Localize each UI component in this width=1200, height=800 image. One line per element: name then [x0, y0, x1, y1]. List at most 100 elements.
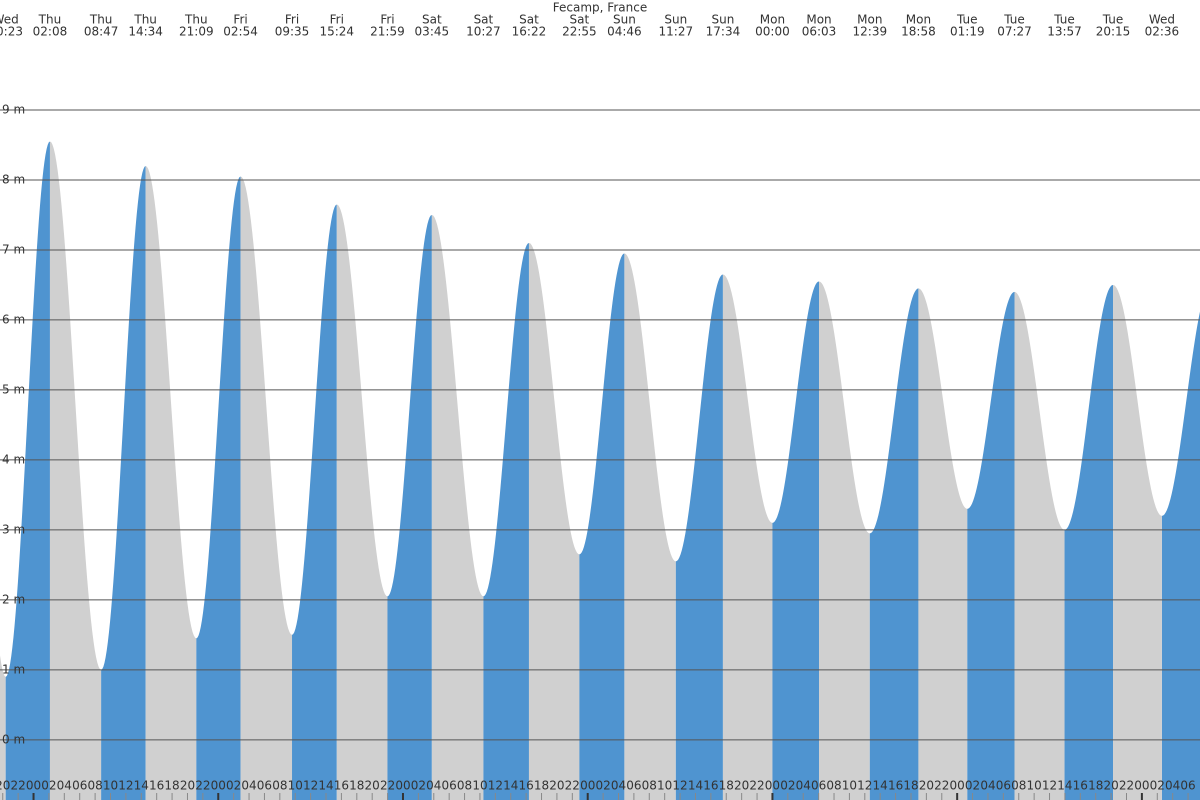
- hour-tick-label: 06: [626, 779, 641, 793]
- hour-tick-label: 02: [226, 779, 241, 793]
- hour-tick-label: 18: [534, 779, 549, 793]
- falling-tide-area: [819, 281, 870, 800]
- rising-tide-area: [5, 141, 50, 800]
- labels: 0 m1 m2 m3 m4 m5 m6 m7 m8 m9 mWed20:23Th…: [0, 13, 1196, 800]
- hour-tick-label: 22: [195, 779, 210, 793]
- hour-tick-label: 22: [380, 779, 395, 793]
- hour-tick-label: 16: [518, 779, 533, 793]
- hour-tick-label: 22: [565, 779, 580, 793]
- extreme-day: Sun: [712, 13, 735, 27]
- hour-tick-label: 04: [426, 779, 441, 793]
- hour-tick-label: 12: [857, 779, 872, 793]
- hour-tick-label: 20: [0, 779, 10, 793]
- extreme-time: 15:24: [319, 25, 354, 39]
- extreme-time: 03:45: [415, 25, 450, 39]
- rising-tide-area: [675, 274, 723, 800]
- hour-tick-label: 12: [303, 779, 318, 793]
- hour-tick-label: 16: [703, 779, 718, 793]
- hour-tick-label: 22: [10, 779, 25, 793]
- hour-tick-label: 16: [334, 779, 349, 793]
- falling-tide-area: [722, 274, 773, 800]
- edge-area: [0, 655, 6, 800]
- extreme-day: Mon: [857, 13, 882, 27]
- hour-tick-label: 08: [87, 779, 102, 793]
- y-tick-label: 9 m: [2, 102, 25, 116]
- falling-tide-area: [240, 176, 293, 800]
- extreme-time: 07:27: [997, 25, 1032, 39]
- extreme-time: 14:34: [128, 25, 163, 39]
- y-tick-label: 6 m: [2, 312, 25, 326]
- extreme-day: Wed: [0, 13, 19, 27]
- hour-tick-label: 06: [996, 779, 1011, 793]
- falling-tide-area: [918, 288, 968, 800]
- hour-tick-label: 20: [549, 779, 564, 793]
- extreme-time: 18:58: [901, 25, 936, 39]
- rising-tide-area: [967, 291, 1015, 800]
- y-tick-label: 0 m: [2, 732, 25, 746]
- extreme-day: Fri: [330, 13, 344, 27]
- hour-tick-label: 06: [257, 779, 272, 793]
- falling-tide-area: [49, 141, 102, 800]
- extreme-time: 08:47: [84, 25, 119, 39]
- hour-tick-label: 14: [134, 779, 149, 793]
- hour-tick-label: 04: [980, 779, 995, 793]
- hour-tick-label: 16: [149, 779, 164, 793]
- hour-tick-label: 08: [826, 779, 841, 793]
- hour-tick-label: 10: [1026, 779, 1041, 793]
- falling-tide-area: [1113, 284, 1162, 800]
- hour-tick-label: 02: [41, 779, 56, 793]
- extreme-day: Fri: [285, 13, 299, 27]
- hour-tick-label: 04: [1165, 779, 1180, 793]
- hour-tick-label: 22: [934, 779, 949, 793]
- extreme-day: Tue: [956, 13, 978, 27]
- extreme-time: 02:08: [33, 25, 68, 39]
- extreme-time: 13:57: [1047, 25, 1082, 39]
- extreme-day: Wed: [1149, 13, 1175, 27]
- hour-tick-label: 20: [919, 779, 934, 793]
- hour-tick-label: 18: [349, 779, 364, 793]
- extreme-time: 11:27: [659, 25, 694, 39]
- extreme-day: Mon: [806, 13, 831, 27]
- hour-tick-label: 00: [1134, 779, 1149, 793]
- extreme-day: Sat: [474, 13, 494, 27]
- extreme-day: Sat: [570, 13, 590, 27]
- extreme-time: 04:46: [607, 25, 642, 39]
- hour-tick-label: 20: [180, 779, 195, 793]
- hour-tick-label: 08: [642, 779, 657, 793]
- extreme-time: 22:55: [562, 25, 597, 39]
- hour-tick-label: 10: [103, 779, 118, 793]
- hour-tick-label: 10: [288, 779, 303, 793]
- hour-tick-label: 14: [318, 779, 333, 793]
- hour-tick-label: 18: [164, 779, 179, 793]
- hour-tick-label: 08: [272, 779, 287, 793]
- y-tick-label: 4 m: [2, 452, 25, 466]
- hour-tick-label: 00: [580, 779, 595, 793]
- extreme-day: Sat: [422, 13, 442, 27]
- hour-tick-label: 20: [734, 779, 749, 793]
- hour-tick-label: 22: [1119, 779, 1134, 793]
- hour-tick-label: 06: [442, 779, 457, 793]
- extreme-day: Thu: [89, 13, 113, 27]
- hour-tick-label: 20: [365, 779, 380, 793]
- hour-tick-label: 02: [411, 779, 426, 793]
- extreme-time: 02:36: [1145, 25, 1180, 39]
- grid: [0, 109, 1200, 741]
- rising-tide-area: [196, 176, 241, 800]
- rising-tide-area: [292, 204, 337, 800]
- areas: [0, 141, 1200, 800]
- extreme-time: 06:03: [802, 25, 837, 39]
- hour-tick-label: 04: [611, 779, 626, 793]
- hour-tick-label: 12: [488, 779, 503, 793]
- extreme-time: 21:09: [179, 25, 214, 39]
- rising-tide-area: [101, 165, 146, 800]
- extreme-time: 00:00: [755, 25, 790, 39]
- extreme-time: 01:19: [950, 25, 985, 39]
- hour-tick-label: 06: [1180, 779, 1195, 793]
- hour-tick-label: 22: [749, 779, 764, 793]
- hour-tick-label: 00: [395, 779, 410, 793]
- hour-tick-label: 08: [1011, 779, 1026, 793]
- extreme-day: Tue: [1102, 13, 1124, 27]
- hour-tick-label: 08: [457, 779, 472, 793]
